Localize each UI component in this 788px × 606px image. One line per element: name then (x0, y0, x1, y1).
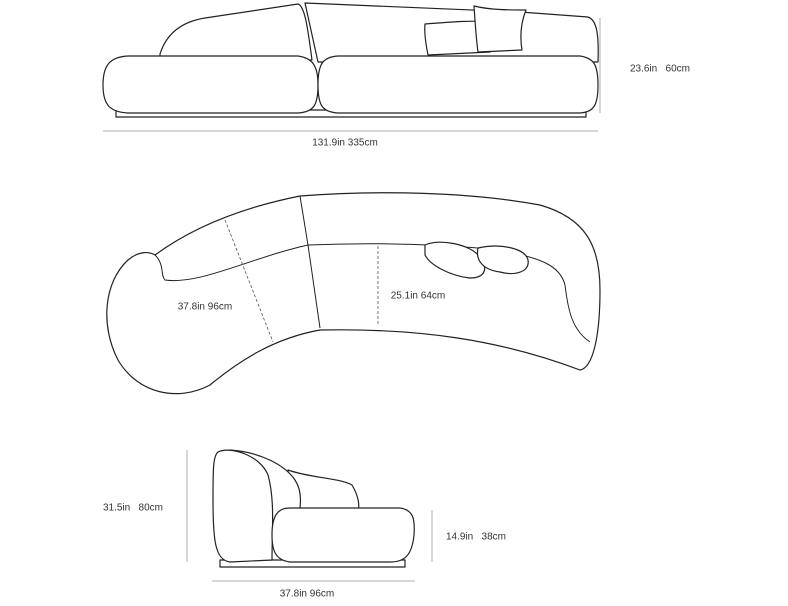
dimension-label: 25.1in 64cm (391, 291, 445, 302)
pillow (476, 245, 529, 275)
dimension-label: 37.8in 96cm (178, 302, 232, 313)
dimension-label: 14.9in 38cm (446, 532, 506, 543)
seat-right (317, 55, 599, 114)
dimension-label: 23.6in 60cm (630, 64, 690, 75)
back-cushion-left (159, 3, 313, 61)
pillow (473, 5, 527, 53)
dimension-line (224, 219, 274, 343)
side-view: 31.5in 80cm 14.9in 38cm 37.8in 96cm (103, 449, 506, 600)
seat (271, 507, 415, 563)
seam (154, 195, 309, 282)
seam (307, 244, 321, 329)
sofa-outline (106, 192, 601, 395)
dimension-label: 131.9in 335cm (312, 138, 378, 149)
backrest (212, 449, 274, 563)
front-view: 23.6in 60cm 131.9in 335cm (102, 2, 690, 149)
seat-left (102, 55, 319, 114)
pillow (424, 241, 486, 279)
dimension-label: 31.5in 80cm (103, 503, 163, 514)
top-view: 37.8in 96cm 25.1in 64cm (106, 192, 601, 395)
dimension-label: 37.8in 96cm (280, 589, 334, 600)
